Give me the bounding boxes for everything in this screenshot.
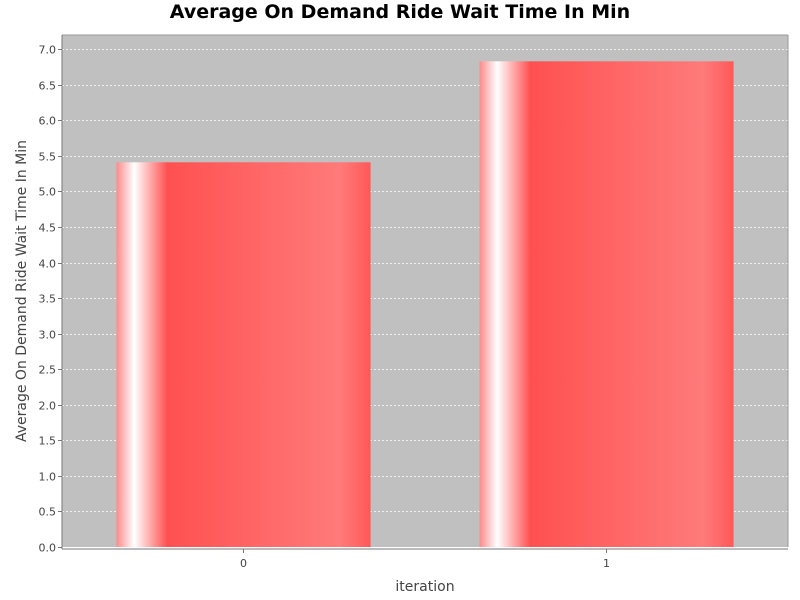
x-axis-label: iteration xyxy=(395,579,454,595)
bar-1 xyxy=(479,61,734,548)
bar-0 xyxy=(116,162,371,548)
y-axis-label: Average On Demand Ride Wait Time In Min xyxy=(14,140,30,442)
y-tick-label: 1.0 xyxy=(39,471,57,484)
y-tick-label: 7.0 xyxy=(39,44,57,57)
y-tick-label: 5.5 xyxy=(39,151,57,164)
y-tick-label: 2.5 xyxy=(39,364,57,377)
y-tick-label: 3.0 xyxy=(39,329,57,342)
y-tick-label: 2.0 xyxy=(39,400,57,413)
y-tick-label: 5.0 xyxy=(39,186,57,199)
bars xyxy=(116,61,734,548)
x-tick-label: 0 xyxy=(240,557,247,570)
y-tick-label: 0.5 xyxy=(39,506,57,519)
y-tick-label: 6.5 xyxy=(39,80,57,93)
y-tick-label: 1.5 xyxy=(39,435,57,448)
y-tick-label: 3.5 xyxy=(39,293,57,306)
chart-title: Average On Demand Ride Wait Time In Min xyxy=(169,1,631,23)
y-tick-label: 4.5 xyxy=(39,222,57,235)
x-tick-label: 1 xyxy=(603,557,610,570)
y-tick-label: 0.0 xyxy=(39,542,57,555)
y-tick-label: 6.0 xyxy=(39,115,57,128)
y-tick-label: 4.0 xyxy=(39,258,57,271)
y-axis-ticks: 0.0 0.5 1.0 1.5 2.0 2.5 3.0 3.5 4.0 4.5 5.0 5.5 6.0 6… xyxy=(39,44,62,555)
